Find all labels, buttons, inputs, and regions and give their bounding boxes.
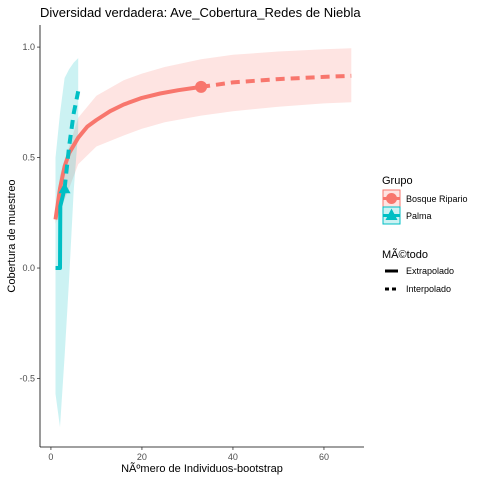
y-axis-ticks: -0.5 0.0 0.5 1.0 <box>19 42 40 384</box>
chart-title: Diversidad verdadera: Ave_Cobertura_Rede… <box>40 5 361 20</box>
y-tick-label: 0.5 <box>22 153 35 163</box>
triangle-marker-icon <box>385 208 398 220</box>
legend-label-extrapolado: Extrapolado <box>406 266 454 276</box>
y-axis-title: Cobertura de muestreo <box>6 179 18 292</box>
legend-label-interpolado: Interpolado <box>406 284 451 294</box>
ci-band-bosque-ripario <box>55 48 352 224</box>
legend-title-metodo: MÃ©todo <box>382 248 428 261</box>
observed-point-palma <box>58 182 71 194</box>
x-axis-title: NÃºmero de Individuos-bootstrap <box>121 462 283 475</box>
plot-area <box>53 48 352 428</box>
legend-key-bosque-ripario <box>382 189 401 208</box>
interpolado-line-bosque-ripario <box>53 84 202 220</box>
interpolado-line-palma <box>55 188 67 270</box>
extrapolado-line-palma <box>62 90 81 189</box>
circle-marker-icon <box>386 193 397 204</box>
extrapolado-line-bosque-ripario <box>200 73 352 89</box>
y-tick-label: 1.0 <box>22 42 35 52</box>
x-tick-label: 60 <box>319 452 329 462</box>
legend-label-bosque-ripario: Bosque Ripario <box>406 194 468 204</box>
y-tick-label: 0.0 <box>22 263 35 273</box>
legend-key-palma <box>382 206 401 225</box>
x-tick-label: 40 <box>228 452 238 462</box>
y-tick-label: -0.5 <box>19 374 35 384</box>
legend-label-palma: Palma <box>406 211 432 221</box>
x-tick-label: 20 <box>137 452 147 462</box>
x-axis-ticks: 0 20 40 60 <box>48 447 329 462</box>
observed-point-bosque-ripario <box>195 80 208 93</box>
legend-title-grupo: Grupo <box>382 175 413 187</box>
legend: Grupo Bosque Ripario Palma MÃ©todo Extra… <box>382 175 468 294</box>
x-tick-label: 0 <box>48 452 53 462</box>
